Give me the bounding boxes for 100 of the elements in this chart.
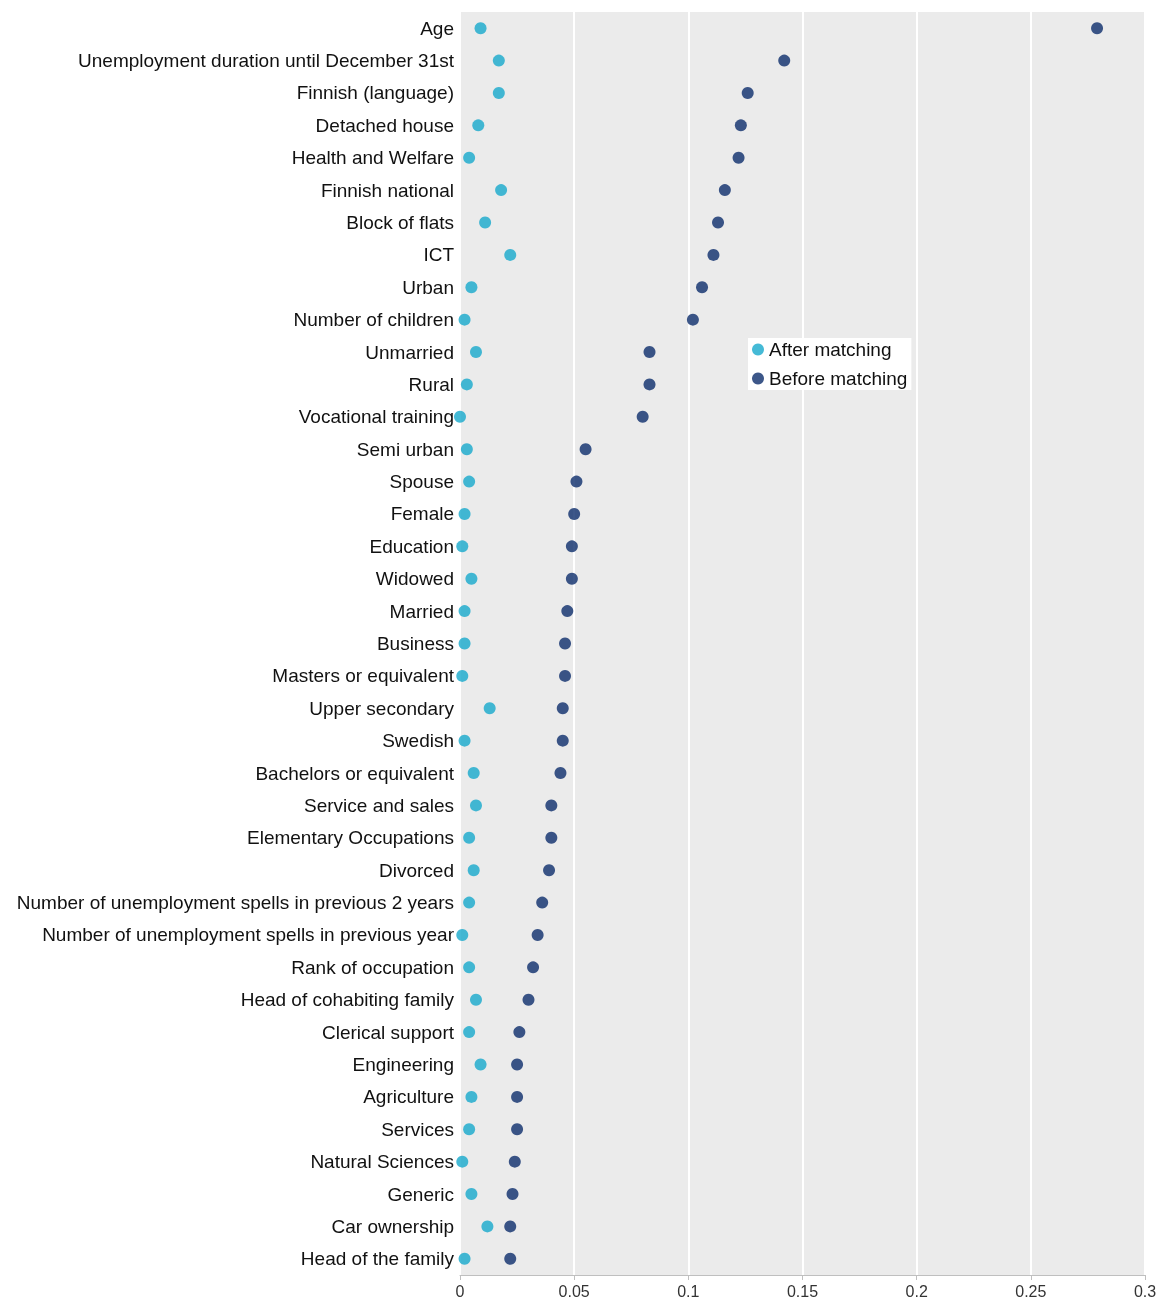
point [470, 346, 482, 359]
point [456, 540, 469, 553]
point [686, 313, 699, 326]
point [531, 928, 544, 941]
y-tick-label: Head of the family [300, 1248, 455, 1270]
point [579, 443, 592, 456]
point [504, 1252, 517, 1265]
x-tick-label: 0.05 [558, 1282, 590, 1299]
point [467, 767, 480, 780]
point [463, 1123, 476, 1136]
point [741, 86, 754, 99]
y-tick-label: Services [381, 1118, 454, 1140]
y-tick-label: Masters or equivalent [272, 665, 455, 687]
point [458, 1252, 471, 1265]
point [636, 410, 649, 423]
point [463, 961, 476, 974]
y-tick-label: Married [389, 600, 454, 622]
point [556, 734, 569, 747]
point [568, 507, 581, 520]
point [495, 184, 508, 197]
point [458, 605, 471, 618]
point [511, 1123, 524, 1136]
point [527, 961, 540, 974]
y-tick-label: Elementary Occupations [247, 827, 454, 849]
point [559, 669, 572, 682]
point [479, 216, 492, 229]
y-tick-label: Natural Sciences [310, 1151, 454, 1173]
y-tick-label: Unmarried [365, 341, 454, 363]
point [465, 572, 478, 585]
y-tick-label: Block of flats [346, 212, 454, 233]
point [470, 799, 482, 812]
legend-label: After matching [769, 339, 892, 360]
y-tick-label: Unemployment duration until December 31st [78, 50, 455, 72]
point [465, 1188, 478, 1201]
point [463, 151, 476, 164]
point [504, 248, 517, 261]
y-tick-label: Agriculture [363, 1086, 454, 1108]
point [504, 1220, 517, 1233]
y-tick-label: Generic [387, 1183, 454, 1205]
y-tick-label: Number of unemployment spells in previous 2 years [16, 892, 454, 914]
point [458, 734, 471, 747]
y-tick-label: Head of cohabiting family [240, 989, 455, 1011]
y-tick-label: Business [376, 633, 454, 654]
y-tick-label: Vocational training [298, 406, 454, 428]
y-tick-label: Age [420, 17, 454, 39]
point [465, 281, 478, 294]
point [707, 248, 720, 261]
point [536, 896, 549, 909]
point [463, 1026, 476, 1039]
point [506, 1188, 519, 1201]
y-tick-label: Widowed [375, 568, 454, 590]
point [511, 1058, 524, 1071]
point [718, 184, 731, 197]
point [508, 1155, 521, 1168]
y-tick-label: Bachelors or equivalent [255, 762, 455, 784]
y-tick-label: Female [390, 503, 454, 525]
y-tick-label: Service and sales [304, 794, 454, 816]
y-tick-label: Divorced [379, 859, 454, 881]
point [554, 767, 567, 780]
point [463, 475, 476, 488]
point [565, 540, 578, 553]
y-tick-label: Urban [402, 276, 454, 298]
point [483, 702, 496, 715]
point [454, 410, 466, 423]
point [643, 378, 656, 391]
point [570, 475, 583, 488]
y-tick-label: Engineering [352, 1054, 454, 1075]
point [467, 864, 480, 877]
point [522, 993, 535, 1006]
point [565, 572, 578, 585]
point [465, 1090, 478, 1103]
point [463, 896, 476, 909]
point [732, 151, 745, 164]
point [472, 119, 485, 132]
point [696, 281, 709, 294]
point [458, 507, 471, 520]
point [559, 637, 572, 650]
x-tick-label: 0.1 [677, 1282, 700, 1299]
y-tick-label: Rank of occupation [291, 956, 454, 978]
point [474, 1058, 487, 1071]
point [456, 669, 469, 682]
x-tick-label: 0.2 [905, 1282, 928, 1299]
point [712, 216, 725, 229]
y-tick-label: Upper secondary [309, 697, 455, 719]
y-tick-label: Number of children [293, 309, 454, 331]
y-tick-label: Finnish national [320, 179, 454, 201]
x-tick-label: 0 [455, 1282, 465, 1299]
y-tick-label: Number of unemployment spells in previous year [42, 924, 455, 946]
point [474, 22, 487, 35]
point [456, 928, 469, 941]
x-tick-label: 0.25 [1015, 1282, 1047, 1299]
y-tick-label: ICT [423, 244, 455, 266]
point [460, 443, 473, 456]
point [511, 1090, 524, 1103]
point [463, 831, 476, 844]
y-tick-label: Spouse [389, 471, 454, 493]
point [458, 313, 471, 326]
point [492, 86, 505, 99]
x-tick-label: 0.3 [1133, 1282, 1157, 1299]
y-tick-label: Semi urban [356, 438, 454, 460]
